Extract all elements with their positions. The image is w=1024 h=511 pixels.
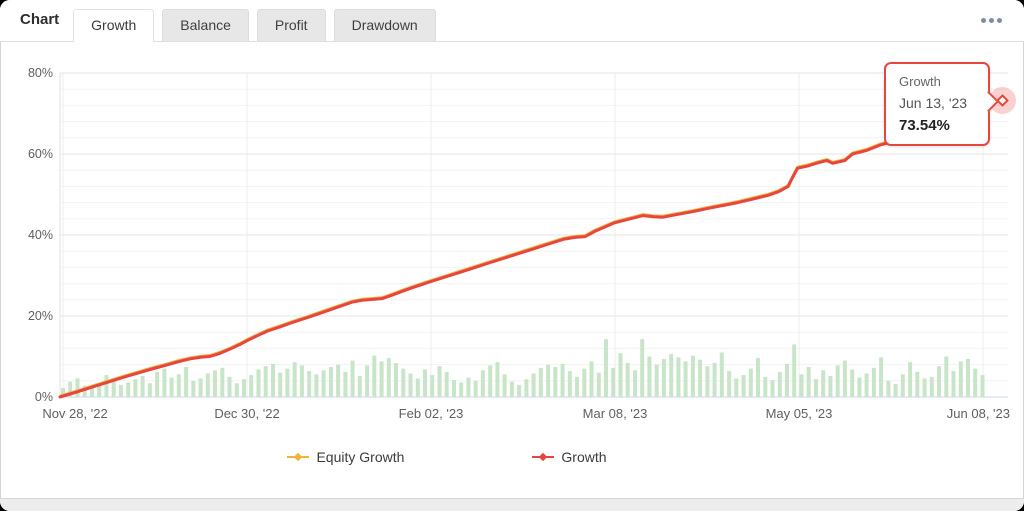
svg-text:Mar 08, '23: Mar 08, '23 — [583, 406, 648, 421]
y-axis-labels: 0% 20% 40% 60% 80% — [28, 66, 53, 404]
chart-plot-area[interactable]: 0% 20% 40% 60% 80% Nov 28, '22 Dec 30, '22 Feb… — [0, 42, 1024, 448]
svg-text:Jun 08, '23: Jun 08, '23 — [947, 406, 1010, 421]
legend-item-growth[interactable]: Growth — [532, 449, 607, 465]
svg-text:60%: 60% — [28, 147, 53, 161]
tooltip-date: Jun 13, '23 — [899, 95, 968, 111]
svg-text:Dec 30, '22: Dec 30, '22 — [214, 406, 279, 421]
svg-text:0%: 0% — [35, 390, 53, 404]
growth-marker-icon — [532, 452, 555, 462]
x-axis-labels: Nov 28, '22 Dec 30, '22 Feb 02, '23 Mar 08,… — [42, 406, 1010, 421]
svg-text:Nov 28, '22: Nov 28, '22 — [42, 406, 107, 421]
gridlines — [59, 72, 1008, 398]
bottom-strip — [0, 498, 1024, 511]
chart-section-label: Chart — [20, 11, 60, 28]
tooltip: Growth Jun 13, '23 73.54% — [884, 62, 990, 146]
tooltip-value: 73.54% — [899, 117, 950, 134]
svg-text:May 05, '23: May 05, '23 — [766, 406, 833, 421]
legend-item-equity-growth[interactable]: Equity Growth — [287, 449, 404, 465]
svg-text:40%: 40% — [28, 228, 53, 242]
bars-series — [61, 339, 985, 398]
tab-drawdown[interactable]: Drawdown — [333, 9, 436, 41]
legend-label-growth: Growth — [561, 449, 607, 465]
growth-chart[interactable]: 0% 20% 40% 60% 80% Nov 28, '22 Dec 30, '22 Feb… — [0, 42, 1024, 448]
legend: Equity Growth Growth — [0, 444, 1024, 470]
equity-growth-line — [59, 96, 1003, 397]
growth-line — [58, 97, 1004, 399]
tab-balance[interactable]: Balance — [162, 9, 249, 41]
tab-profit[interactable]: Profit — [256, 9, 326, 41]
ellipsis-menu-icon[interactable] — [977, 14, 1006, 27]
svg-text:80%: 80% — [28, 66, 53, 80]
equity-growth-marker-icon — [287, 452, 310, 462]
tab-growth[interactable]: Growth — [73, 9, 155, 42]
svg-text:20%: 20% — [28, 309, 53, 323]
svg-text:Feb 02, '23: Feb 02, '23 — [399, 406, 464, 421]
legend-label-equity-growth: Equity Growth — [316, 449, 405, 465]
tab-bar: Chart Growth Balance Profit Drawdown — [0, 0, 1024, 42]
tooltip-series-name: Growth — [899, 74, 941, 89]
